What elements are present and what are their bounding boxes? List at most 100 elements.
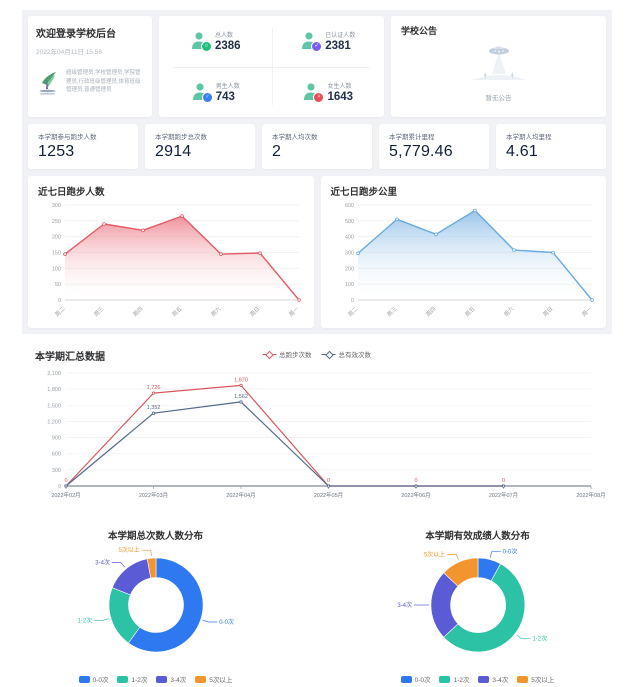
data-point[interactable]: [239, 383, 243, 387]
slice-label: 1-2次: [532, 635, 547, 643]
stat-card-avg-times: 本学期人均次数 2: [262, 124, 372, 169]
x-tick-label: 周四: [132, 305, 145, 318]
data-point[interactable]: [394, 217, 399, 222]
data-label: 0: [327, 478, 330, 484]
stat-card-avg-mileage: 本学期人均里程 4.61: [496, 124, 606, 169]
data-point[interactable]: [64, 484, 68, 488]
welcome-title: 欢迎登录学校后台: [36, 29, 116, 40]
total-count-donut-chart[interactable]: 0-0次 1-2次 3-4次 5次以上: [31, 542, 281, 668]
legend-item[interactable]: 3-4次: [156, 674, 186, 684]
school-logo: [36, 69, 60, 102]
data-point[interactable]: [355, 251, 360, 256]
legend-item[interactable]: 1-2次: [117, 674, 147, 684]
admin-roles-text: 超级管理员,学校管理员,学院管理员,行政班级管理员,体育班级管理员,普通管理员: [66, 70, 141, 94]
data-point[interactable]: [414, 484, 418, 488]
legend-item[interactable]: 5次以上: [517, 674, 554, 684]
data-point[interactable]: [151, 391, 156, 395]
person-icon: ♂: [191, 82, 213, 103]
data-point[interactable]: [501, 484, 506, 488]
legend-swatch: [195, 675, 207, 683]
valid-score-donut-chart[interactable]: 0-0次 1-2次 3-4次 5次以上: [353, 542, 603, 668]
series-line-总跑步次数[interactable]: [65, 384, 504, 487]
legend-label: 0-0次: [92, 677, 109, 684]
data-label: 0: [502, 478, 505, 484]
stat-label: 本学期累计里程: [389, 134, 435, 141]
x-tick-label: 周三: [93, 305, 106, 318]
legend-item[interactable]: 3-4次: [478, 674, 508, 684]
legend-label: 3-4次: [492, 677, 509, 684]
data-point[interactable]: [433, 232, 438, 237]
pie-slice-5次以上[interactable]: [442, 557, 478, 587]
y-tick-label: 1,500: [47, 403, 61, 409]
area-fill: [357, 210, 592, 300]
runners-7d-title: 近七日跑步人数: [38, 187, 105, 198]
data-point[interactable]: [550, 250, 555, 255]
series-line-总有效次数[interactable]: [65, 401, 504, 487]
data-point[interactable]: [141, 228, 145, 233]
data-label: 0: [414, 478, 417, 484]
data-point[interactable]: [511, 248, 516, 252]
slice-label: 5次以上: [423, 551, 444, 559]
header-row: 欢迎登录学校后台 2022年04月11日 15:56 超级管理员,学校管理员,学…: [28, 16, 606, 117]
km-7d-chart[interactable]: 0 100 200 300 400 500 600 周二 周三 周四 周五 周六 周日 周一: [328, 200, 599, 324]
person-icon: ✓: [300, 31, 323, 53]
data-point[interactable]: [102, 222, 106, 226]
data-point[interactable]: [239, 400, 243, 404]
stat-label: 已认证人数: [325, 33, 356, 40]
data-point[interactable]: [219, 252, 223, 256]
notice-empty-text: 暂无公告: [485, 95, 512, 102]
login-datetime: 2022年04月11日 15:56: [36, 49, 103, 56]
pie-slice-5次以上[interactable]: [146, 557, 156, 579]
y-tick-label: 100: [344, 282, 353, 288]
data-point[interactable]: [472, 208, 477, 213]
weekly-charts-row: 近七日跑步人数 0 50 100 150 200 250 300 周二 周三 周四 周五 周六 周日 周一…: [28, 176, 606, 328]
x-tick-label: 2022年08月: [576, 491, 605, 499]
legend-item[interactable]: 0-0次: [400, 674, 431, 684]
data-point[interactable]: [326, 484, 331, 488]
stat-value: 5,779.46: [389, 143, 453, 160]
stat-label: 总人数: [214, 33, 233, 40]
data-point[interactable]: [151, 411, 156, 415]
legend-swatch: [439, 675, 451, 683]
label-leader-line: [111, 562, 125, 568]
summary-title: 本学期汇总数据: [35, 352, 105, 363]
legend-item[interactable]: 1-2次: [439, 674, 469, 684]
legend-label: 0-0次: [414, 677, 431, 684]
label-leader-line: [489, 551, 501, 558]
pie-slice-1-2次[interactable]: [442, 563, 525, 653]
distribution-pies-row: 本学期总次数人数分布 0-0次 1-2次 3-4次 5次以上 0-0次 1-2次 3-…: [0, 528, 633, 684]
data-point[interactable]: [258, 251, 262, 255]
x-tick-label: 周六: [501, 304, 515, 318]
legend-item-total-runs[interactable]: 总跑步次数: [262, 349, 312, 359]
notice-card: 学校公告 暂无公告: [391, 16, 606, 117]
legend-item[interactable]: 0-0次: [78, 674, 109, 684]
legend-item[interactable]: 5次以上: [195, 674, 232, 684]
slice-label: 5次以上: [118, 546, 139, 554]
data-point[interactable]: [63, 252, 67, 256]
legend-item-valid-runs[interactable]: 总有效次数: [321, 349, 371, 359]
stat-value: 2381: [325, 40, 351, 53]
y-tick-label: 0: [58, 484, 61, 490]
stat-verified-people: ✓ 已认证人数 2381: [272, 16, 385, 67]
stat-label: 本学期跑步总次数: [155, 134, 207, 141]
runners-7d-chart[interactable]: 0 50 100 150 200 250 300 周二 周三 周四 周五 周六 周日 周一: [35, 200, 306, 324]
legend-swatch: [517, 675, 529, 683]
male-badge-icon: ♂: [201, 91, 213, 103]
pie-slice-0-0次[interactable]: [127, 557, 203, 653]
x-tick-label: 周日: [541, 305, 554, 318]
data-point[interactable]: [180, 214, 184, 218]
stat-label: 本学期参与跑步人数: [38, 134, 97, 141]
legend-label: 5次以上: [209, 677, 233, 684]
semester-summary-section: 本学期汇总数据 总跑步次数 总有效次数 0 300 600 900 1,200 1,500…: [22, 348, 611, 506]
data-label: 1,352: [147, 405, 161, 411]
x-tick-label: 周四: [424, 305, 437, 318]
stat-value: 4.61: [506, 143, 538, 160]
legend-label: 1-2次: [131, 677, 148, 684]
valid-score-pie-block: 本学期有效成绩人数分布 0-0次 1-2次 3-4次 5次以上 0-0次 1-2次 3…: [353, 528, 603, 684]
diamond-marker-icon: [321, 350, 336, 358]
stat-label: 本学期人均里程: [506, 134, 552, 141]
stat-value: 2914: [155, 143, 192, 160]
stat-label: 本学期人均次数: [272, 134, 318, 141]
pie-slice-3-4次[interactable]: [111, 558, 151, 596]
